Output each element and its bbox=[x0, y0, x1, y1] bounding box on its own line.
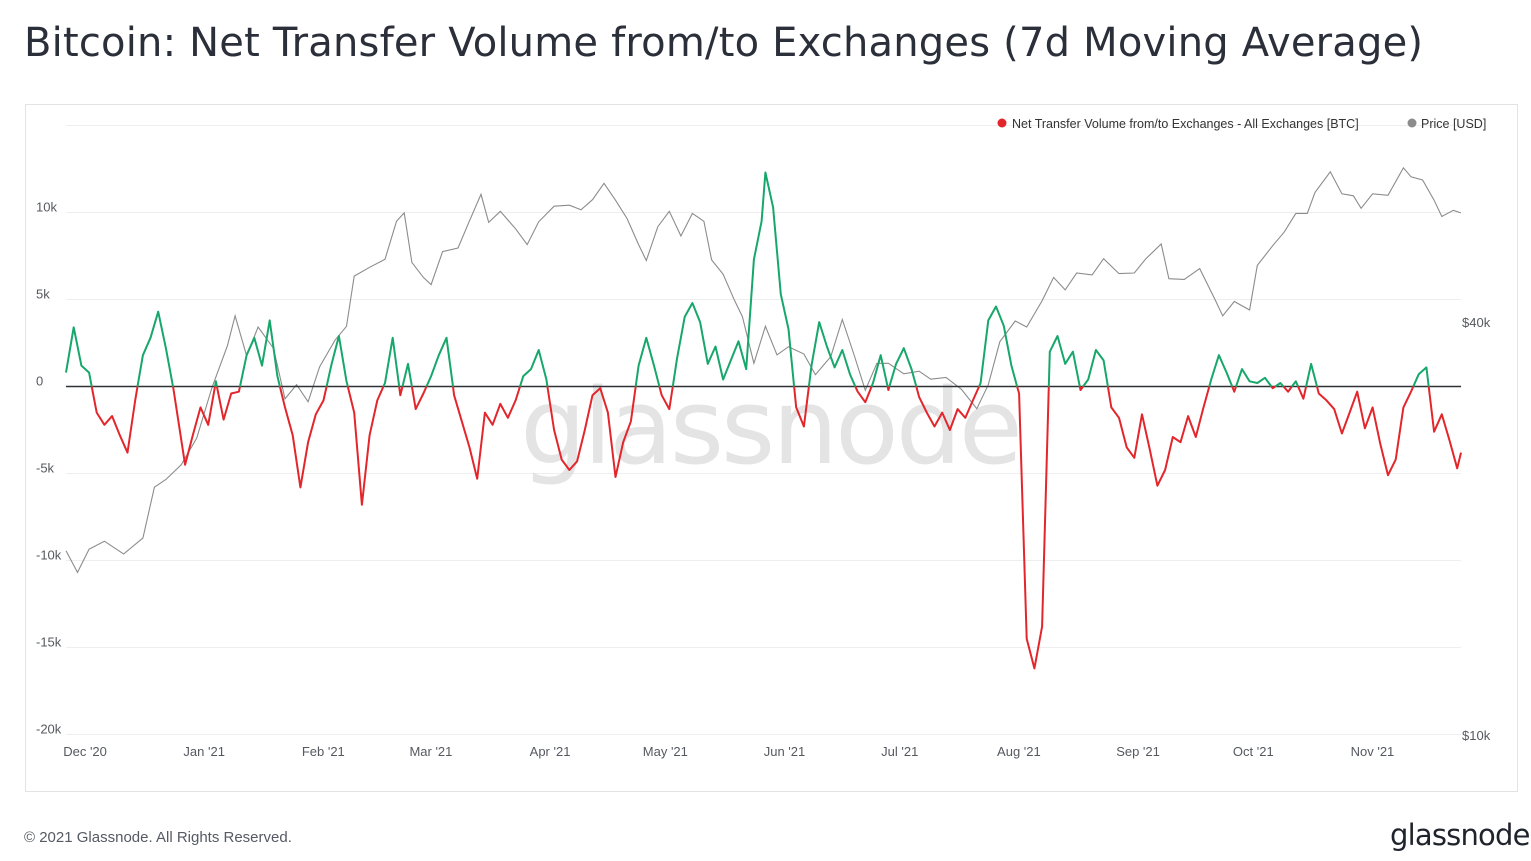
x-tick-label: Sep '21 bbox=[1116, 744, 1160, 759]
net-inflow-segment bbox=[1047, 335, 1081, 387]
watermark: glassnode bbox=[520, 366, 1020, 488]
legend-net-marker bbox=[997, 118, 1007, 128]
net-outflow-segment bbox=[1270, 385, 1276, 390]
axis-labels: 10k 5k 0 -5k -10k -15k -20k $40k $10k Dec '20 Jan … bbox=[36, 200, 1491, 760]
x-tick-label: Apr '21 bbox=[530, 744, 571, 759]
net-outflow-segment bbox=[452, 386, 521, 480]
x-tick-label: Nov '21 bbox=[1351, 744, 1395, 759]
net-outflow-segment bbox=[658, 386, 674, 411]
y-tick-label: 10k bbox=[36, 200, 57, 215]
y-tick-label: -10k bbox=[36, 548, 62, 563]
net-inflow-segment bbox=[65, 326, 93, 387]
legend-price-label[interactable]: Price [USD] bbox=[1421, 117, 1486, 131]
x-tick-label: Aug '21 bbox=[997, 744, 1041, 759]
net-inflow-segment bbox=[325, 335, 349, 387]
y-tick-label: 0 bbox=[36, 374, 43, 389]
net-outflow-segment bbox=[278, 386, 328, 489]
brand-logo: glassnode bbox=[1390, 818, 1530, 852]
net-inflow-segment bbox=[1305, 362, 1318, 387]
legend-price-marker bbox=[1407, 118, 1417, 128]
net-inflow-segment bbox=[401, 362, 413, 387]
net-inflow-segment bbox=[671, 171, 796, 387]
net-inflow-segment bbox=[239, 319, 281, 387]
net-inflow-segment bbox=[1082, 349, 1109, 388]
net-outflow-segment bbox=[1282, 385, 1293, 393]
net-inflow-segment bbox=[382, 336, 401, 387]
x-tick-label: Feb '21 bbox=[302, 744, 345, 759]
net-outflow-segment bbox=[546, 386, 637, 478]
x-tick-label: Jun '21 bbox=[764, 744, 806, 759]
net-outflow-segment bbox=[90, 386, 139, 454]
net-inflow-segment bbox=[1412, 366, 1430, 387]
y-tick-label: -5k bbox=[36, 461, 55, 476]
net-inflow-segment bbox=[888, 347, 918, 387]
net-outflow-segment bbox=[1316, 386, 1415, 477]
net-transfer-series bbox=[65, 171, 1462, 670]
legend-net-label[interactable]: Net Transfer Volume from/to Exchanges - … bbox=[1012, 117, 1359, 131]
x-tick-label: Dec '20 bbox=[63, 744, 107, 759]
grid-lines bbox=[66, 125, 1461, 735]
net-inflow-segment bbox=[1274, 382, 1285, 388]
chart-panel bbox=[25, 104, 1518, 792]
net-inflow-segment bbox=[870, 354, 889, 387]
net-outflow-segment bbox=[1297, 386, 1308, 400]
net-outflow-segment bbox=[410, 386, 428, 411]
net-inflow-segment bbox=[1235, 368, 1273, 388]
price-line bbox=[65, 166, 1462, 574]
legend: Net Transfer Volume from/to Exchanges - … bbox=[997, 117, 1486, 131]
page-title: Bitcoin: Net Transfer Volume from/to Exc… bbox=[24, 20, 1424, 66]
net-inflow-segment bbox=[519, 349, 549, 387]
copyright-text: © 2021 Glassnode. All Rights Reserved. bbox=[24, 829, 292, 846]
net-outflow-segment bbox=[172, 386, 216, 466]
net-outflow-segment bbox=[1231, 386, 1237, 393]
y-right-tick-label: $40k bbox=[1462, 315, 1491, 330]
net-inflow-segment bbox=[634, 336, 661, 387]
net-outflow-segment bbox=[886, 386, 891, 391]
net-outflow-segment bbox=[854, 386, 873, 404]
x-tick-label: Mar '21 bbox=[409, 744, 452, 759]
net-inflow-segment bbox=[807, 321, 857, 387]
net-outflow-segment bbox=[398, 386, 404, 397]
net-inflow-segment bbox=[1291, 380, 1300, 388]
price-series bbox=[65, 166, 1462, 574]
y-tick-label: -20k bbox=[36, 722, 62, 737]
net-outflow-segment bbox=[346, 386, 385, 506]
net-outflow-segment bbox=[1106, 386, 1211, 487]
net-outflow-segment bbox=[793, 386, 810, 428]
x-tick-label: Jul '21 bbox=[881, 744, 918, 759]
y-right-tick-label: $10k bbox=[1462, 728, 1491, 743]
net-inflow-segment bbox=[1208, 354, 1234, 387]
x-tick-label: Oct '21 bbox=[1233, 744, 1274, 759]
net-inflow-segment bbox=[425, 336, 454, 387]
net-outflow-segment bbox=[1078, 385, 1084, 391]
net-outflow-segment bbox=[215, 386, 241, 421]
net-inflow-segment bbox=[136, 310, 174, 387]
net-outflow-segment bbox=[1016, 386, 1050, 670]
net-inflow-segment bbox=[214, 380, 218, 387]
y-tick-label: -15k bbox=[36, 635, 62, 650]
x-tick-label: Jan '21 bbox=[183, 744, 225, 759]
net-outflow-segment bbox=[915, 386, 981, 431]
net-outflow-segment bbox=[1427, 386, 1462, 470]
y-tick-label: 5k bbox=[36, 287, 50, 302]
x-tick-label: May '21 bbox=[643, 744, 688, 759]
net-inflow-segment bbox=[978, 305, 1019, 387]
